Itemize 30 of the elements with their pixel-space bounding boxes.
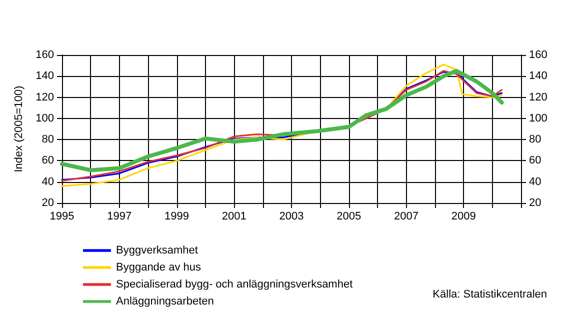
x-tick-label: 2001 [222, 210, 246, 222]
legend-label: Byggande av hus [116, 262, 202, 274]
y-tick-label: 60 [42, 154, 54, 167]
legend-label: Byggverksamhet [116, 244, 198, 256]
y2-tick-label: 80 [529, 134, 542, 146]
y-tick-label: 100 [36, 112, 54, 124]
x-tick-label: 2005 [336, 210, 362, 222]
legend-label: Specialiserad bygg- och anläggningsverksamhet [116, 278, 353, 290]
y2-tick-label: 140 [529, 70, 548, 82]
y-tick-label: 40 [42, 176, 54, 188]
x-tick-label: 1997 [107, 210, 132, 222]
y2-tick-label: 120 [529, 91, 548, 104]
y2-tick-label: 40 [529, 176, 542, 188]
legend-label: Anläggningsarbeten [116, 296, 214, 308]
x-tick-label: 1999 [164, 210, 189, 222]
y2-tick-label: 100 [529, 112, 548, 124]
x-tick-label: 2009 [451, 210, 476, 222]
y-tick-label: 80 [42, 134, 54, 146]
y-tick-label: 160 [36, 49, 54, 61]
x-tick-label: 1995 [50, 210, 74, 222]
y2-tick-label: 60 [529, 154, 542, 167]
y-tick-label: 120 [36, 91, 54, 104]
y2-tick-label: 160 [529, 49, 548, 61]
text: Källa: Statistikcentralen [432, 288, 548, 300]
y2-tick-label: 20 [529, 197, 542, 209]
x-tick-label: 2003 [279, 210, 304, 222]
y-tick-label: 20 [42, 197, 54, 209]
y-tick-label: 140 [36, 70, 54, 82]
y-axis-title: Index (2005=100) [13, 86, 26, 172]
x-tick-label: 2007 [394, 210, 418, 222]
